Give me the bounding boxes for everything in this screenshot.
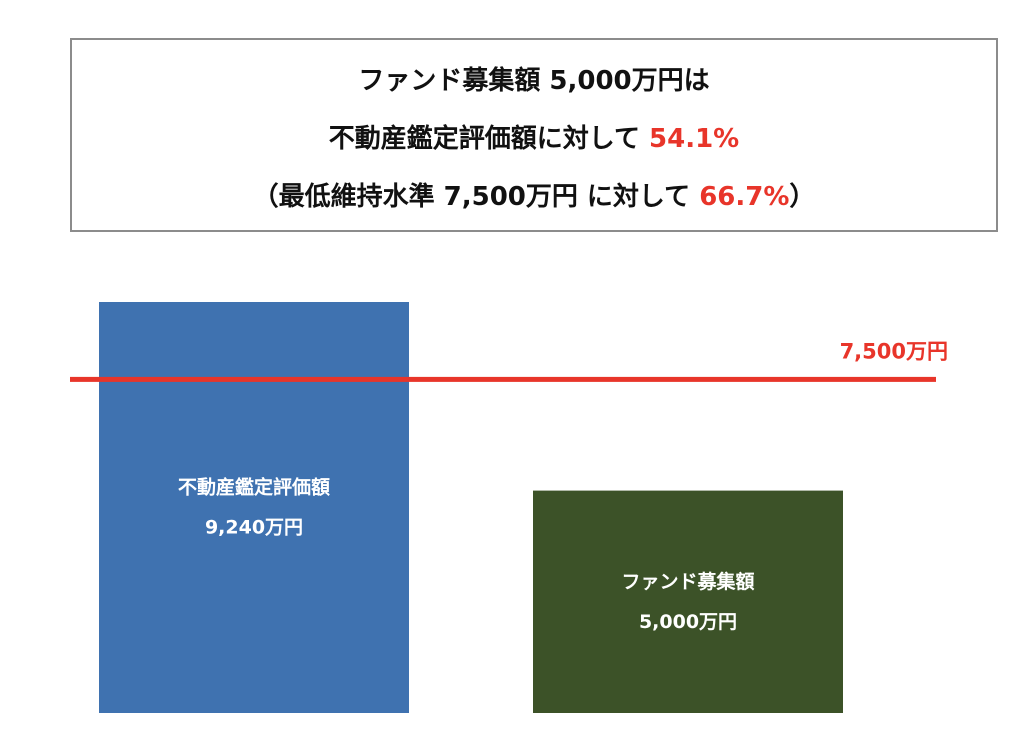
summary-box: ファンド募集額 5,000万円は 不動産鑑定評価額に対して 54.1% （最低維…: [70, 38, 998, 232]
summary-line-3: （最低維持水準 7,500万円 に対して 66.7%）: [72, 180, 996, 214]
bar-label-value-fund: 5,000万円: [639, 611, 737, 633]
appraisal-ratio: 54.1%: [649, 124, 740, 154]
summary-line-1-text: ファンド募集額 5,000万円は: [358, 66, 710, 96]
reference-line: [70, 376, 936, 382]
bar-label-name-appraisal: 不動産鑑定評価額: [178, 476, 330, 499]
bar-appraisal: [99, 302, 409, 713]
minimum-level-ratio: 66.7%: [699, 182, 790, 212]
summary-line-3-close: ）: [789, 182, 816, 212]
bar-label-name-fund: ファンド募集額: [621, 570, 754, 593]
bar-fund: [533, 490, 843, 713]
bar-label-value-appraisal: 9,240万円: [205, 517, 303, 539]
reference-line-label: 7,500万円: [840, 339, 948, 363]
summary-line-3-open: （最低維持水準 7,500万円 に対して: [252, 182, 700, 212]
summary-line-2: 不動産鑑定評価額に対して 54.1%: [72, 122, 996, 156]
summary-line-2-text: 不動産鑑定評価額に対して: [328, 124, 650, 154]
summary-line-1: ファンド募集額 5,000万円は: [72, 64, 996, 98]
